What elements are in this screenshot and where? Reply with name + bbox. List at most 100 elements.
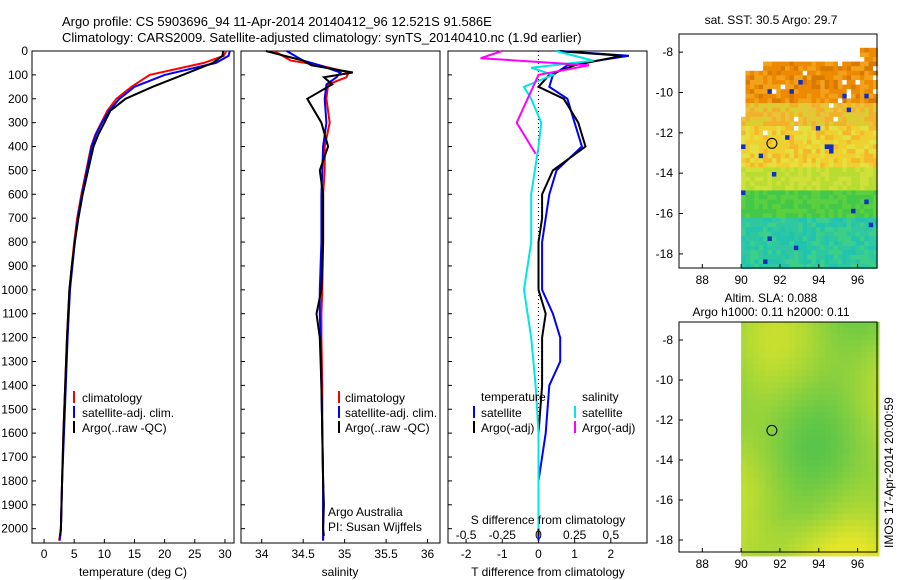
sla-cell — [861, 376, 868, 383]
sla-cell — [843, 490, 850, 497]
sst-cell — [785, 259, 790, 265]
sla-cell — [849, 520, 856, 527]
sla-cell — [753, 532, 760, 539]
sst-cell — [789, 199, 795, 205]
sst-cell — [846, 103, 852, 108]
sst-cell — [842, 190, 847, 196]
sla-cell — [753, 370, 760, 377]
sst-cell — [780, 250, 786, 256]
sla-cell — [783, 412, 790, 419]
sla-cell — [837, 436, 844, 443]
sst-cell — [763, 75, 768, 81]
sla-cell — [741, 526, 748, 533]
sst-cell — [868, 93, 874, 99]
sst-cell — [754, 185, 759, 191]
sla-cell — [861, 478, 868, 485]
sst-cell — [763, 254, 768, 260]
sst-cell — [864, 98, 869, 104]
sst-cell — [824, 218, 830, 223]
sla-cell — [783, 328, 790, 335]
sst-cell — [868, 204, 874, 210]
sst-cell — [758, 250, 764, 256]
sst-cell — [741, 254, 746, 260]
sst-cell — [798, 190, 803, 196]
sst-cell — [789, 162, 795, 168]
sla-cell — [747, 364, 754, 371]
sst-cell — [837, 75, 843, 81]
sst-cell — [754, 98, 759, 104]
sst-cell — [789, 98, 795, 104]
sla-cell — [825, 526, 832, 533]
sst-cell — [785, 236, 790, 242]
sla-cell — [807, 334, 814, 341]
sst-cell — [873, 70, 878, 76]
sla-cell — [855, 346, 862, 353]
sst-cell — [763, 185, 768, 191]
sst-cell — [771, 61, 777, 67]
sst-cell — [815, 208, 821, 214]
sla-cell — [837, 406, 844, 413]
sst-cell — [851, 84, 856, 90]
sst-cell — [780, 185, 786, 191]
sla-cell — [747, 352, 754, 359]
sst-cell — [767, 250, 773, 256]
sla-cell — [747, 388, 754, 395]
sst-cell — [820, 172, 825, 177]
sla-cell — [765, 526, 772, 533]
sst-cell — [789, 66, 795, 72]
sst-cell — [829, 185, 834, 191]
sla-cell — [855, 322, 862, 329]
sla-cell — [747, 520, 754, 527]
sla-cell — [837, 544, 844, 551]
sst-cell — [763, 250, 768, 256]
sst-cell — [811, 218, 817, 223]
sst-cell — [741, 162, 746, 168]
sla-cell — [753, 430, 760, 437]
sst-cell — [851, 190, 856, 196]
sla-cell — [789, 472, 796, 479]
sst-cell — [851, 107, 856, 113]
sst-cell — [785, 112, 790, 118]
sst-cell — [864, 47, 869, 53]
sla-cell — [837, 460, 844, 467]
sla-cell — [765, 394, 772, 401]
sst-cell — [785, 130, 790, 136]
sst-cell — [793, 89, 799, 95]
sla-cell — [795, 526, 802, 533]
sst-cell — [767, 112, 773, 118]
sla-cell — [825, 496, 832, 503]
sst-cell — [758, 176, 764, 182]
sla-cell — [783, 460, 790, 467]
sst-cell — [837, 176, 843, 182]
sla-cell — [765, 406, 772, 413]
map-y-tick-label: -12 — [656, 413, 674, 427]
sla-cell — [777, 460, 784, 467]
sst-cell — [758, 185, 764, 191]
sst-cell — [864, 116, 869, 122]
sla-cell — [831, 448, 838, 455]
sst-cell — [811, 66, 817, 72]
sla-cell — [819, 502, 826, 509]
sla-cell — [825, 376, 832, 383]
sst-cell — [851, 185, 856, 191]
sst-cell — [833, 162, 839, 168]
sla-cell — [819, 448, 826, 455]
sla-cell — [831, 322, 838, 329]
sst-cell — [767, 167, 773, 173]
s-tick-label: -0.25 — [489, 528, 517, 542]
sst-cell — [767, 135, 773, 141]
sst-cell — [811, 176, 817, 182]
sst-cell — [802, 162, 808, 168]
sla-cell — [819, 352, 826, 359]
sst-cell — [793, 93, 799, 99]
sst-cell — [824, 116, 830, 122]
sst-cell — [793, 181, 799, 187]
sla-cell — [813, 508, 820, 515]
sst-cell — [802, 80, 808, 85]
sla-cell — [783, 454, 790, 461]
sst-cell — [842, 176, 847, 182]
sla-cell — [741, 358, 748, 365]
sst-cell — [802, 130, 808, 136]
sst-cell — [754, 126, 759, 131]
sst-cell — [771, 112, 777, 118]
